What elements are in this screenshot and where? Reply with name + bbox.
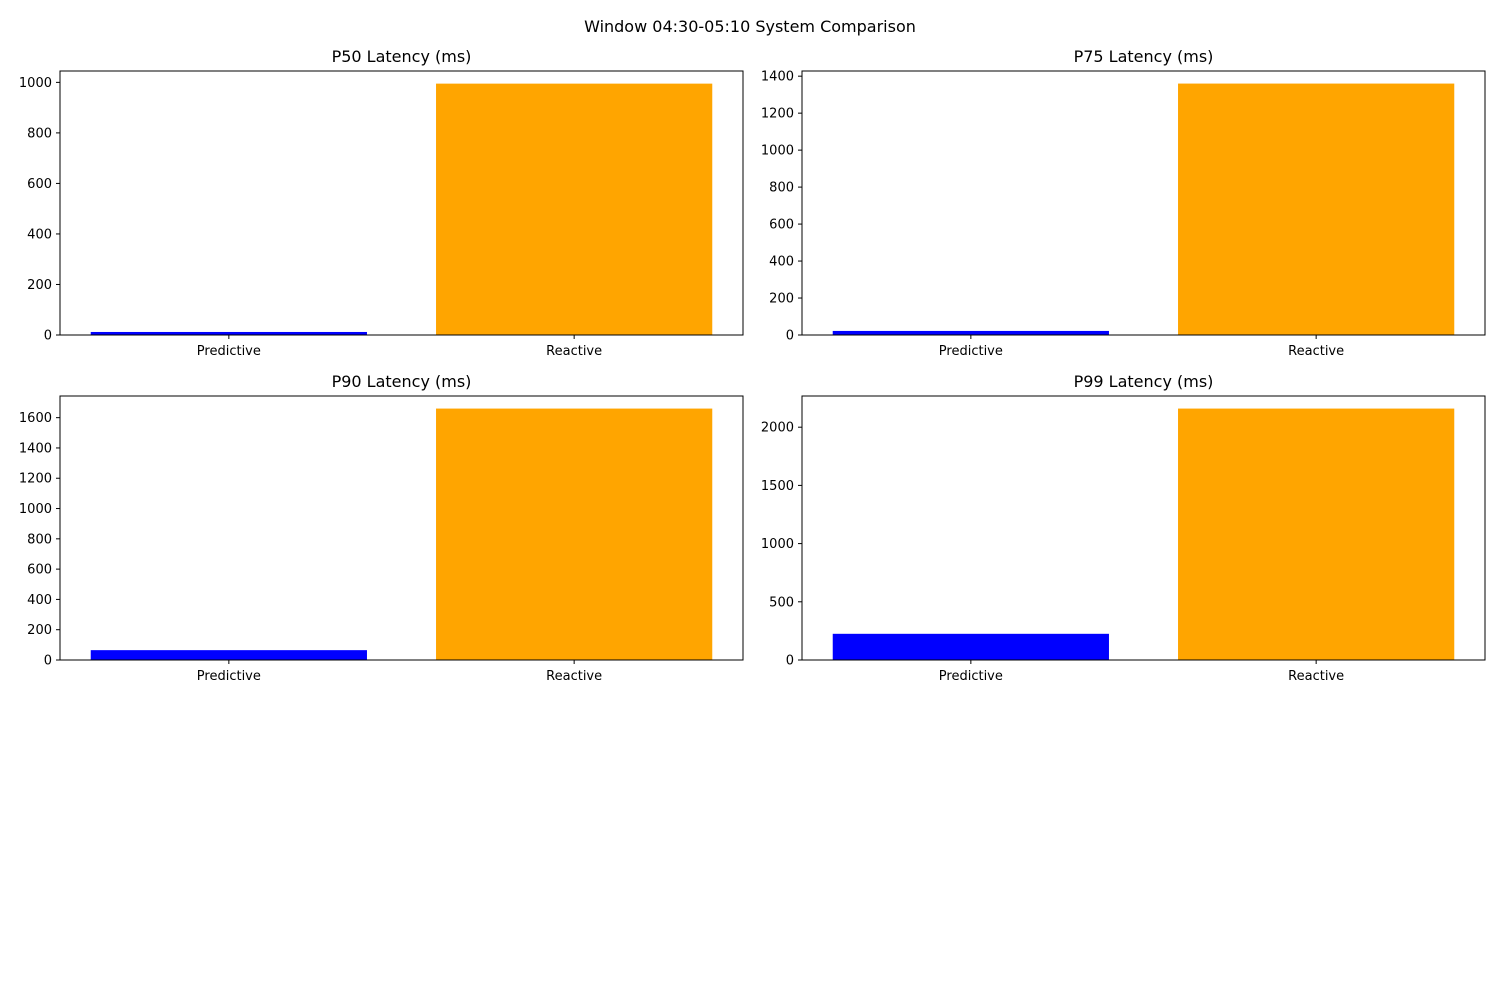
y-tick-label: 0 bbox=[44, 654, 52, 669]
subplot-title: P90 Latency (ms) bbox=[332, 372, 472, 391]
subplot-1: P50 Latency (ms) 0 200 400 600 800 1000 Predict… bbox=[19, 47, 744, 359]
y-tick-label: 200 bbox=[27, 623, 52, 638]
y-tick-label: 500 bbox=[769, 595, 794, 610]
y-tick-label: 2000 bbox=[761, 421, 794, 436]
y-tick-label: 200 bbox=[27, 278, 52, 293]
axes-frame bbox=[59, 395, 744, 661]
x-tick-label: Reactive bbox=[546, 669, 602, 684]
bar-reactive bbox=[436, 83, 713, 335]
y-tick-label: 1200 bbox=[761, 107, 794, 122]
y-tick-label: 1000 bbox=[761, 144, 794, 159]
subplot-4: P99 Latency (ms) 0 500 1000 1500 2000 Predicti… bbox=[761, 372, 1486, 684]
x-tick-label: Reactive bbox=[1288, 344, 1344, 359]
y-tick-label: 1400 bbox=[761, 70, 794, 85]
bar-predictive bbox=[832, 633, 1109, 660]
y-tick-label: 1000 bbox=[761, 537, 794, 552]
bar-predictive bbox=[90, 331, 367, 335]
y-tick-label: 1600 bbox=[19, 411, 52, 426]
subplot-title: P75 Latency (ms) bbox=[1074, 47, 1214, 66]
y-tick-label: 0 bbox=[786, 654, 794, 669]
y-tick-label: 600 bbox=[769, 218, 794, 233]
x-tick-label: Predictive bbox=[939, 669, 1003, 684]
y-tick-label: 400 bbox=[769, 255, 794, 270]
y-tick-label: 400 bbox=[27, 227, 52, 242]
x-tick-label: Predictive bbox=[197, 344, 261, 359]
bar-reactive bbox=[1178, 408, 1455, 660]
y-tick-label: 1200 bbox=[19, 472, 52, 487]
y-tick-label: 800 bbox=[769, 181, 794, 196]
subplot-title: P99 Latency (ms) bbox=[1074, 372, 1214, 391]
subplot-2: P75 Latency (ms) 0 200 400 600 800 1000 1200 140… bbox=[761, 47, 1486, 359]
subplot-title: P50 Latency (ms) bbox=[332, 47, 472, 66]
subplot-3: P90 Latency (ms) 0 200 400 600 800 1000 1200 140… bbox=[19, 372, 744, 684]
x-tick-label: Predictive bbox=[939, 344, 1003, 359]
bar-reactive bbox=[436, 408, 713, 660]
y-tick-label: 400 bbox=[27, 593, 52, 608]
y-tick-label: 800 bbox=[27, 126, 52, 141]
axes-frame bbox=[801, 70, 1486, 336]
axes-frame bbox=[801, 395, 1486, 661]
x-tick-label: Reactive bbox=[546, 344, 602, 359]
bar-reactive bbox=[1178, 83, 1455, 335]
y-tick-label: 0 bbox=[786, 329, 794, 344]
y-tick-label: 1000 bbox=[19, 502, 52, 517]
y-tick-label: 600 bbox=[27, 563, 52, 578]
y-tick-label: 600 bbox=[27, 177, 52, 192]
x-tick-label: Predictive bbox=[197, 669, 261, 684]
x-tick-label: Reactive bbox=[1288, 669, 1344, 684]
axes-frame bbox=[59, 70, 744, 336]
y-tick-label: 1000 bbox=[19, 76, 52, 91]
bar-predictive bbox=[832, 330, 1109, 335]
figure-suptitle: Window 04:30-05:10 System Comparison bbox=[584, 17, 916, 36]
y-tick-label: 1500 bbox=[761, 479, 794, 494]
y-tick-label: 800 bbox=[27, 532, 52, 547]
y-tick-label: 200 bbox=[769, 292, 794, 307]
y-tick-label: 1400 bbox=[19, 441, 52, 456]
bar-predictive bbox=[90, 650, 367, 660]
y-tick-label: 0 bbox=[44, 329, 52, 344]
